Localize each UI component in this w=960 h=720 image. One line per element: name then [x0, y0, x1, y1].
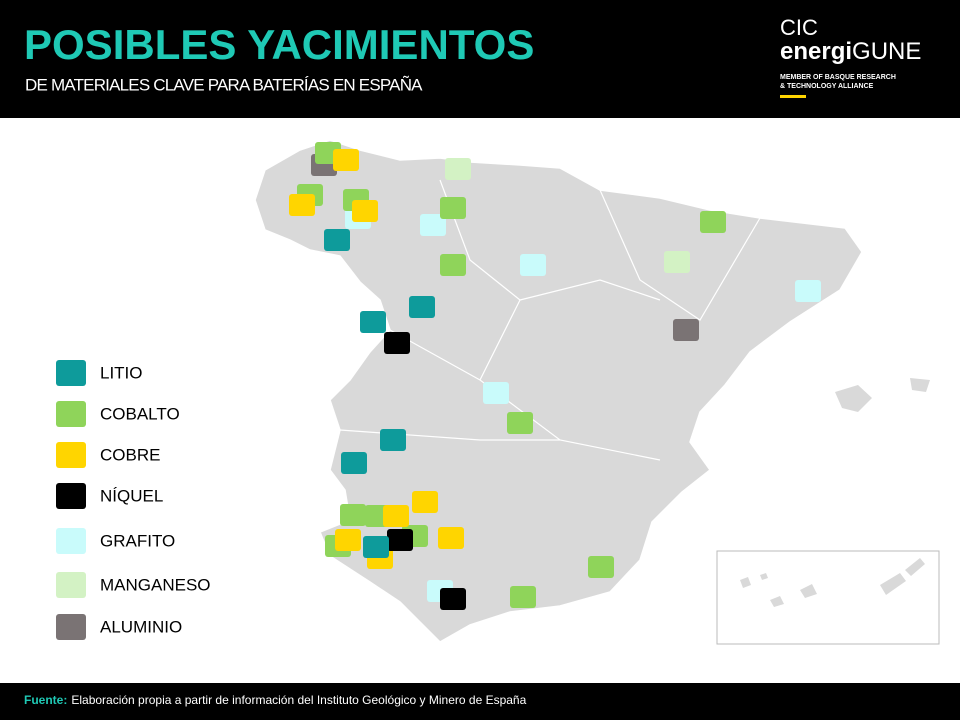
- subtitle: DE MATERIALES CLAVE PARA BATERÍAS EN ESP…: [25, 75, 423, 94]
- legend-swatch: [56, 614, 86, 640]
- balearic-islands: [835, 378, 930, 412]
- deposit-marker: [380, 429, 406, 451]
- deposit-marker: [360, 311, 386, 333]
- deposit-marker: [324, 229, 350, 251]
- deposit-marker: [440, 197, 466, 219]
- deposit-marker: [507, 412, 533, 434]
- deposit-marker: [289, 194, 315, 216]
- logo-tagline: MEMBER OF BASQUE RESEARCH: [780, 74, 896, 81]
- legend-label: LITIO: [100, 363, 143, 382]
- deposit-marker: [438, 527, 464, 549]
- deposit-marker: [520, 254, 546, 276]
- deposit-marker: [412, 491, 438, 513]
- deposit-marker: [352, 200, 378, 222]
- legend-label: COBALTO: [100, 404, 180, 423]
- canary-inset: [716, 550, 940, 645]
- deposit-marker: [341, 452, 367, 474]
- logo-cic: CIC: [780, 15, 818, 40]
- deposit-marker: [700, 211, 726, 233]
- legend-swatch: [56, 528, 86, 554]
- deposit-marker: [795, 280, 821, 302]
- legend-label: COBRE: [100, 445, 160, 464]
- footer-label: Fuente:: [24, 693, 67, 707]
- legend-label: GRAFITO: [100, 531, 175, 550]
- legend-swatch: [56, 360, 86, 386]
- deposit-marker: [384, 332, 410, 354]
- deposit-marker: [335, 529, 361, 551]
- deposit-marker: [483, 382, 509, 404]
- legend-label: MANGANESO: [100, 575, 211, 594]
- header-band: [0, 0, 960, 118]
- deposit-marker: [673, 319, 699, 341]
- deposit-marker: [420, 214, 446, 236]
- legend: LITIO COBALTO COBRE NÍQUEL GRAFITO MANGANESO A…: [56, 360, 211, 640]
- deposit-marker: [387, 529, 413, 551]
- logo-tagline: & TECHNOLOGY ALLIANCE: [780, 83, 874, 90]
- legend-label: NÍQUEL: [100, 486, 163, 505]
- deposit-marker: [510, 586, 536, 608]
- logo-brand-a: energi: [780, 38, 852, 65]
- canary-islands: [740, 558, 925, 607]
- legend-swatch: [56, 572, 86, 598]
- deposit-marker: [409, 296, 435, 318]
- deposit-marker: [664, 251, 690, 273]
- markers: [289, 142, 821, 610]
- deposit-marker: [440, 254, 466, 276]
- legend-label: ALUMINIO: [100, 617, 182, 636]
- logo-brand: energiGUNE: [780, 38, 921, 65]
- footer-text: Elaboración propia a partir de informaci…: [71, 693, 526, 707]
- logo-bar: [780, 95, 806, 98]
- deposit-marker: [383, 505, 409, 527]
- deposit-marker: [333, 149, 359, 171]
- legend-swatch: [56, 483, 86, 509]
- deposit-marker: [440, 588, 466, 610]
- footer-band: [0, 683, 960, 720]
- deposit-marker: [445, 158, 471, 180]
- deposit-marker: [340, 504, 366, 526]
- logo-brand-b: GUNE: [852, 38, 921, 65]
- legend-swatch: [56, 401, 86, 427]
- legend-swatch: [56, 442, 86, 468]
- deposit-marker: [363, 536, 389, 558]
- title: POSIBLES YACIMIENTOS: [24, 21, 534, 68]
- region-borders: [339, 179, 761, 461]
- footer: Fuente: Elaboración propia a partir de in…: [24, 693, 527, 707]
- deposit-marker: [588, 556, 614, 578]
